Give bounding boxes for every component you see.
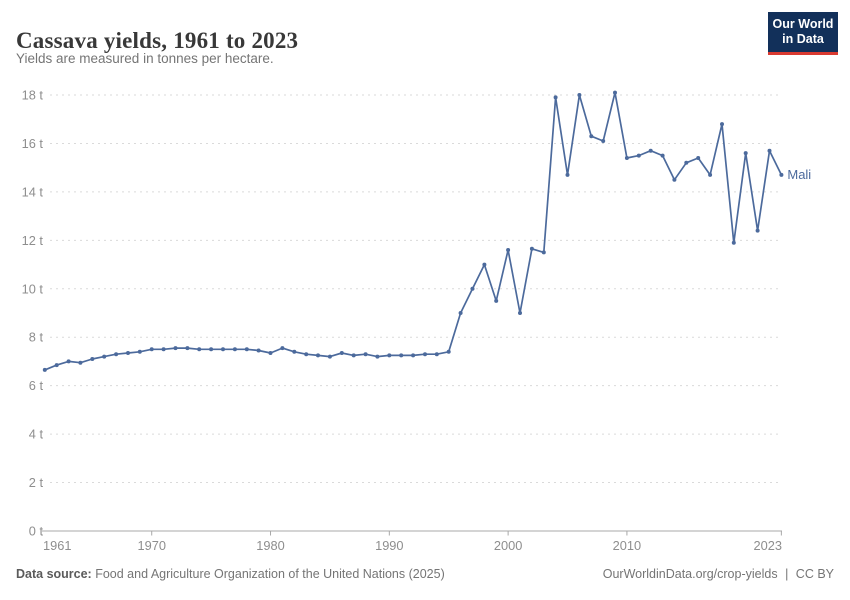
chart-title: Cassava yields, 1961 to 2023 xyxy=(16,28,299,54)
footer-links: OurWorldinData.org/crop-yields | CC BY xyxy=(603,567,834,581)
data-point-mali-2002[interactable] xyxy=(529,246,534,251)
data-point-mali-1964[interactable] xyxy=(78,360,83,365)
data-point-mali-2008[interactable] xyxy=(601,139,606,143)
y-tick-label-0t: 0 t xyxy=(29,524,44,539)
data-point-mali-2015[interactable] xyxy=(684,160,689,165)
owid-logo[interactable]: Our World in Data xyxy=(768,12,838,55)
x-tick-label-1961: 1961 xyxy=(43,538,71,553)
data-point-mali-2001[interactable] xyxy=(518,311,522,315)
data-point-mali-2021[interactable] xyxy=(755,228,760,233)
data-point-mali-1978[interactable] xyxy=(244,347,249,352)
data-point-mali-1962[interactable] xyxy=(54,363,59,368)
data-point-mali-1963[interactable] xyxy=(66,359,71,364)
data-point-mali-1996[interactable] xyxy=(458,311,463,315)
data-point-mali-2009[interactable] xyxy=(613,90,617,95)
chart-subtitle: Yields are measured in tonnes per hectar… xyxy=(16,51,274,66)
y-tick-label-18t: 18 t xyxy=(22,88,44,103)
series-line-mali[interactable] xyxy=(43,91,783,371)
data-point-mali-1966[interactable] xyxy=(102,354,107,359)
y-tick-label-16t: 16 t xyxy=(22,136,44,151)
data-point-mali-2011[interactable] xyxy=(636,153,641,158)
data-point-mali-1979[interactable] xyxy=(256,348,261,353)
y-tick-label-10t: 10 t xyxy=(22,281,44,296)
data-point-mali-1981[interactable] xyxy=(280,346,285,351)
data-point-mali-2019[interactable] xyxy=(731,240,736,245)
data-point-mali-2006[interactable] xyxy=(577,93,582,97)
data-point-mali-1988[interactable] xyxy=(363,352,368,357)
data-point-mali-1977[interactable] xyxy=(232,347,237,352)
x-tick-label-2023: 2023 xyxy=(754,538,782,553)
data-point-mali-2005[interactable] xyxy=(565,172,570,177)
data-point-mali-2012[interactable] xyxy=(648,148,653,153)
data-point-mali-1976[interactable] xyxy=(221,347,225,352)
data-point-mali-1985[interactable] xyxy=(327,354,332,359)
data-point-mali-2023[interactable] xyxy=(779,172,784,177)
owid-url-link[interactable]: OurWorldinData.org/crop-yields xyxy=(602,567,778,581)
y-tick-label-6t: 6 t xyxy=(29,378,44,393)
data-point-mali-1991[interactable] xyxy=(399,353,404,358)
data-point-mali-2017[interactable] xyxy=(708,172,713,177)
data-point-mali-1972[interactable] xyxy=(173,346,178,351)
data-point-mali-1993[interactable] xyxy=(423,352,427,357)
y-tick-label-4t: 4 t xyxy=(29,427,44,442)
data-point-mali-1961[interactable] xyxy=(42,367,47,372)
data-point-mali-1973[interactable] xyxy=(185,346,190,351)
data-point-mali-1999[interactable] xyxy=(494,298,499,303)
owid-logo-line2: in Data xyxy=(782,32,824,47)
y-tick-label-12t: 12 t xyxy=(22,233,44,248)
series-entity-label-mali[interactable]: Mali xyxy=(787,166,812,182)
data-point-mali-2016[interactable] xyxy=(696,156,701,160)
data-point-mali-1997[interactable] xyxy=(470,286,475,291)
data-point-mali-1992[interactable] xyxy=(411,353,416,358)
data-point-mali-1970[interactable] xyxy=(149,347,154,352)
data-point-mali-2004[interactable] xyxy=(553,95,558,100)
data-source-label: Data source: xyxy=(16,567,92,581)
data-point-mali-1982[interactable] xyxy=(292,349,297,354)
data-point-mali-1975[interactable] xyxy=(209,347,214,352)
data-point-mali-1984[interactable] xyxy=(316,353,320,358)
x-tick-label-1970: 1970 xyxy=(137,538,165,553)
data-source-text: Food and Agriculture Organization of the… xyxy=(95,567,445,581)
data-point-mali-1971[interactable] xyxy=(161,347,166,352)
y-tick-label-8t: 8 t xyxy=(29,330,44,345)
data-point-mali-1969[interactable] xyxy=(137,349,142,354)
chart-footer: Data source: Food and Agriculture Organi… xyxy=(16,567,834,581)
data-point-mali-1994[interactable] xyxy=(434,352,439,357)
data-point-mali-1967[interactable] xyxy=(114,352,119,357)
data-point-mali-2020[interactable] xyxy=(743,151,748,156)
y-tick-label-14t: 14 t xyxy=(22,184,44,199)
data-point-mali-2007[interactable] xyxy=(589,134,594,139)
x-tick-label-1980: 1980 xyxy=(256,538,284,553)
data-point-mali-2013[interactable] xyxy=(660,153,665,158)
data-point-mali-1965[interactable] xyxy=(90,357,95,361)
data-point-mali-1986[interactable] xyxy=(339,351,344,355)
license-link[interactable]: CC BY xyxy=(795,567,834,581)
data-point-mali-1974[interactable] xyxy=(197,347,202,352)
data-point-mali-1990[interactable] xyxy=(387,353,392,358)
owid-logo-line1: Our World xyxy=(772,17,834,31)
data-point-mali-1989[interactable] xyxy=(375,354,380,359)
data-source: Data source: Food and Agriculture Organi… xyxy=(16,567,445,581)
data-point-mali-2003[interactable] xyxy=(541,250,546,255)
data-point-mali-1980[interactable] xyxy=(268,351,273,355)
footer-separator: | xyxy=(785,567,789,581)
data-point-mali-2018[interactable] xyxy=(720,122,724,127)
y-tick-label-2t: 2 t xyxy=(29,475,44,490)
data-point-mali-1987[interactable] xyxy=(351,353,356,358)
data-point-mali-1998[interactable] xyxy=(482,262,487,267)
x-tick-label-2010: 2010 xyxy=(613,538,641,553)
data-point-mali-1983[interactable] xyxy=(304,352,309,357)
x-tick-label-1990: 1990 xyxy=(375,538,403,553)
data-point-mali-2014[interactable] xyxy=(672,177,677,182)
data-point-mali-1995[interactable] xyxy=(446,349,451,354)
data-point-mali-2010[interactable] xyxy=(624,156,629,160)
data-point-mali-1968[interactable] xyxy=(126,351,130,355)
data-point-mali-2000[interactable] xyxy=(506,248,511,252)
x-tick-label-2000: 2000 xyxy=(494,538,522,553)
data-point-mali-2022[interactable] xyxy=(767,148,772,153)
